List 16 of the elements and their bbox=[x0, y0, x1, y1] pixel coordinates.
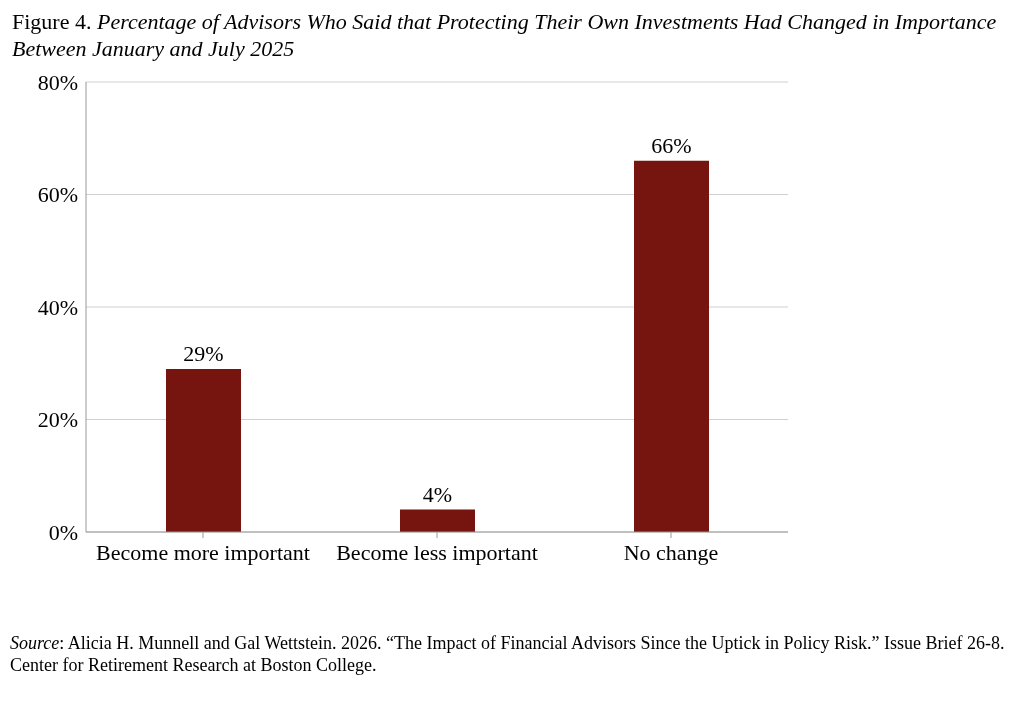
bar bbox=[166, 368, 241, 532]
source-note: Source: Alicia H. Munnell and Gal Wettstein. 2026. “The Impact of Financial Advisors Since the Uptick in Policy Risk.” Issue Brief 26-8. Center for Retirement Research at Boston College. bbox=[9, 632, 1006, 676]
chart-title: Figure 4. Percentage of Advisors Who Said that Protecting Their Own Investments Had Changed in Importance Between January and July 2025 bbox=[11, 8, 998, 62]
bar bbox=[400, 509, 475, 532]
y-tick-label: 40% bbox=[37, 294, 78, 320]
x-tick-label: No change bbox=[623, 539, 719, 565]
data-label: 66% bbox=[651, 132, 692, 158]
y-tick-label: 20% bbox=[37, 407, 78, 433]
x-tick-label: Become more important bbox=[96, 539, 310, 565]
data-label: 4% bbox=[422, 481, 453, 507]
y-tick-label: 80% bbox=[37, 69, 78, 95]
y-tick-label: 0% bbox=[48, 519, 78, 545]
x-tick-label: Become less important bbox=[336, 539, 538, 565]
data-label: 29% bbox=[183, 340, 224, 366]
y-tick-label: 60% bbox=[37, 182, 78, 208]
bar bbox=[634, 160, 709, 532]
